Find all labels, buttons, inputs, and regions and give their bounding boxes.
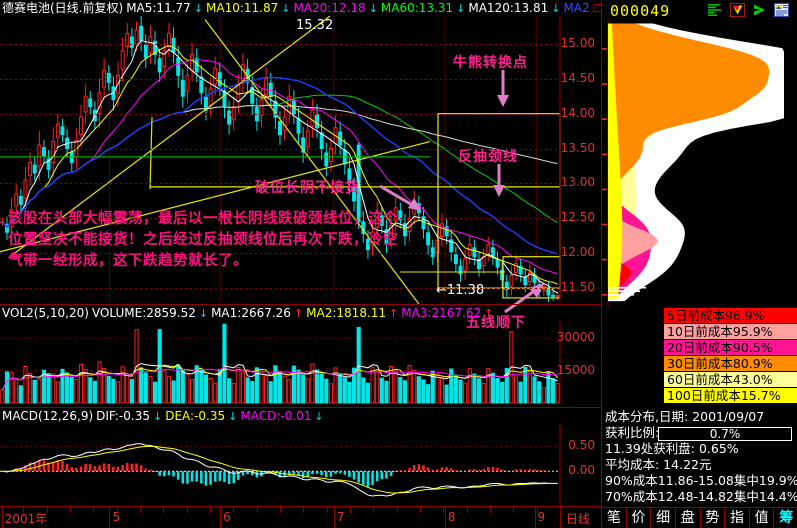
ma-readout: MA5:11.77 xyxy=(126,1,191,15)
gridline xyxy=(0,113,560,115)
profit-ratio-value: 0.7% xyxy=(658,427,792,441)
gridline xyxy=(0,288,560,290)
time-axis-tick: 7 xyxy=(336,510,345,524)
annotation-neckline-rebound: 反抽颈线 xyxy=(458,149,518,165)
volume-axis-tick: 30000 xyxy=(556,330,595,345)
price-panel-header: 德赛电池(日线.前复权) MA5:11.77 ↓ MA10:11.87 ↓ MA20:12… xyxy=(2,1,603,15)
play-triangle-icon[interactable] xyxy=(730,3,745,17)
time-axis-tick: 9 xyxy=(537,510,546,524)
tab-筹[interactable]: 筹 xyxy=(779,510,794,526)
annotation-bull-bear-turning-point: 牛熊转换点 xyxy=(453,55,528,71)
arrow-five-lines-icon xyxy=(504,283,544,314)
arrow-breakdown-icon xyxy=(379,184,422,211)
tab-价[interactable]: 价 xyxy=(627,508,652,528)
price-axis-tick: 12.00 xyxy=(560,245,595,260)
high-price-label: 15.32 xyxy=(296,18,334,33)
price-axis-tick: 14.00 xyxy=(560,105,595,120)
stock-code-label: 000049 xyxy=(610,2,671,20)
gridline xyxy=(0,183,560,185)
chip-legend-row: 100日前成本15.7% xyxy=(664,388,797,404)
period-label: 日线 xyxy=(566,512,591,526)
chart-area[interactable]: 德赛电池(日线.前复权) MA5:11.77 ↓ MA10:11.87 ↓ MA20:12… xyxy=(0,0,603,528)
chip-distribution-date: 成本分布,日期: 2001/09/07 xyxy=(605,409,765,424)
arrow-neckline-icon xyxy=(493,164,505,197)
volume-panel-header: VOL2(5,10,20) VOLUME:2859.52 ↓ MA1:2667.26 ↑… xyxy=(2,306,494,320)
price-axis-tick: 13.00 xyxy=(560,175,595,190)
ma-readout: MA120:13.81 xyxy=(468,1,549,15)
profit-ratio-label: 获利比例: xyxy=(605,425,660,440)
price-axis-tick: 12.50 xyxy=(560,210,595,225)
chip-legend-row: 5日前成本96.9% xyxy=(664,308,797,324)
chip-legend-row: 60日前成本43.0% xyxy=(664,372,797,388)
chip-info-block: 成本分布,日期: 2001/09/07 获利比例: 0.7% 11.39处获利盘… xyxy=(602,409,797,505)
ma-readout: MA2 xyxy=(563,1,590,15)
low-price-label: ←11.38 xyxy=(436,283,485,298)
chip-legend-row: 30日前成本80.9% xyxy=(664,356,797,372)
ma-readout: MA60:13.31 xyxy=(380,1,454,15)
annotation-five-lines-down: 五线顺下 xyxy=(466,315,526,331)
tab-势[interactable]: 势 xyxy=(701,508,726,528)
bar-histogram-icon[interactable] xyxy=(708,3,723,17)
annotation-breakdown-no-buy: 破位长阴不接货 xyxy=(255,180,360,196)
tab-笔[interactable]: 笔 xyxy=(602,508,627,528)
gridline xyxy=(0,148,560,150)
green-arrow-icon[interactable] xyxy=(752,3,767,17)
time-axis-tick: 6 xyxy=(223,510,231,524)
chip-profit-ratio-row: 获利比例: 0.7% xyxy=(602,425,797,441)
time-axis-tick: 5 xyxy=(112,510,121,524)
time-axis-tick: 8 xyxy=(447,510,456,524)
tab-值[interactable]: 值 xyxy=(750,508,775,528)
price-axis-tick: 13.50 xyxy=(560,140,595,155)
price-axis-tick: 15.00 xyxy=(560,35,595,50)
time-axis[interactable]: 2001年 5 6 7 8 9 日线 xyxy=(0,506,601,528)
chip-legend-row: 10日前成本95.9% xyxy=(664,324,797,340)
gridline xyxy=(0,253,560,255)
tab-细[interactable]: 细 xyxy=(651,508,676,528)
macd-axis-tick: 0.50 xyxy=(568,438,595,453)
cost-90-row: 90%成本11.86-15.08集中19.9% xyxy=(605,473,797,488)
gridline xyxy=(0,218,560,220)
gridline xyxy=(0,78,560,80)
chip-panel-toolbar[interactable]: 000049 xyxy=(602,0,797,20)
profit-at-price-row: 11.39处获利盘: 0.65% xyxy=(605,441,739,456)
chip-legend-row: 20日前成本90.5% xyxy=(664,340,797,356)
price-axis-tick: 11.50 xyxy=(560,280,595,295)
cost-70-row: 70%成本12.48-14.82集中14.4% xyxy=(605,489,797,504)
ma-readout: MA10:11.87 xyxy=(206,1,279,15)
volume-axis-tick: 15000 xyxy=(556,362,595,377)
macd-panel-header: MACD(12,26,9) DIF:-0.35 ↓ DEA:-0.35 ↓ MACD:-0… xyxy=(2,409,324,423)
document-icon[interactable] xyxy=(774,3,789,17)
price-chart-canvas[interactable] xyxy=(0,16,601,305)
ma-readout: MA20:12.18 xyxy=(293,1,366,15)
price-title: 德赛电池(日线.前复权) xyxy=(2,1,124,15)
volume-chart-canvas[interactable] xyxy=(0,321,601,407)
gridline xyxy=(0,43,560,45)
time-axis-tick: 2001年 xyxy=(4,512,48,526)
bottom-tab-bar[interactable]: 笔价细盘势指值筹 xyxy=(602,507,797,528)
macd-chart-canvas[interactable] xyxy=(0,424,601,506)
arrow-bull-bear-icon xyxy=(497,70,509,107)
chip-distribution-histogram[interactable] xyxy=(602,20,797,308)
average-cost-row: 平均成本: 14.22元 xyxy=(605,457,712,472)
macd-axis-tick: 0.00 xyxy=(568,463,595,478)
chip-distribution-panel[interactable]: 000049 xyxy=(601,0,797,528)
tab-盘[interactable]: 盘 xyxy=(676,508,701,528)
price-axis-tick: 14.50 xyxy=(560,70,595,85)
tab-指[interactable]: 指 xyxy=(725,508,750,528)
chip-legend: 5日前成本96.9% 10日前成本95.9% 20日前成本90.5% 30日前成本80… xyxy=(664,308,797,404)
